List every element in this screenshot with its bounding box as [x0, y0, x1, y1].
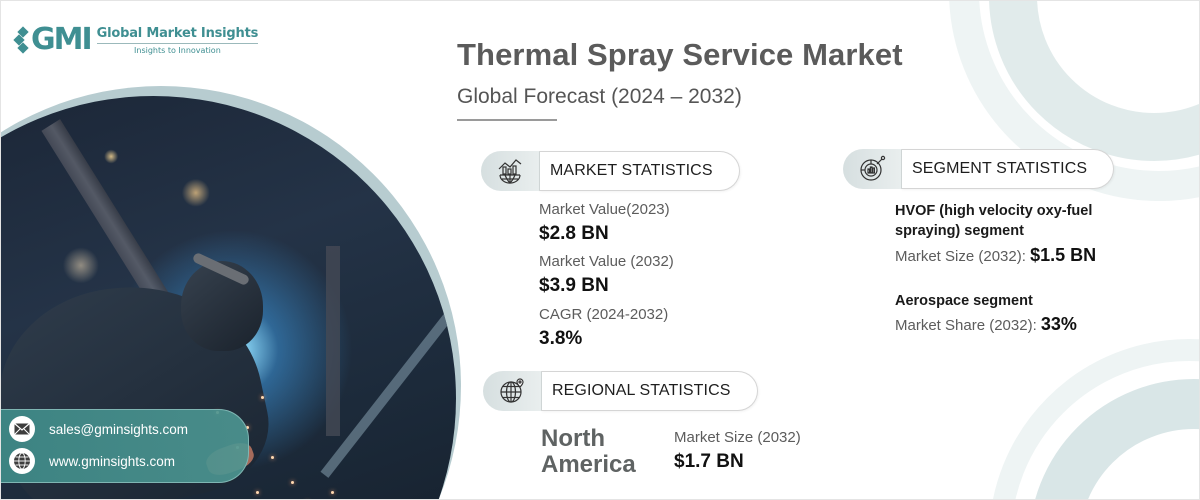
logo-diamond-icon [13, 26, 29, 54]
gmi-logo: GMI Global Market Insights Insights to I… [13, 22, 258, 57]
market-value-2032-label: Market Value (2032) [539, 253, 674, 270]
hvof-market-size: Market Size (2032): $1.5 BN [895, 245, 1096, 266]
brand-tagline: Insights to Innovation [134, 45, 221, 55]
region-name-line2: America [541, 451, 636, 478]
contact-box: sales@gminsights.com www.gminsights.com [1, 409, 249, 483]
hvof-market-size-value: $1.5 BN [1030, 245, 1097, 265]
region-name-line1: North [541, 425, 605, 452]
globe-pin-icon [500, 378, 524, 403]
contact-website[interactable]: www.gminsights.com [9, 448, 175, 474]
cagr-value: 3.8% [539, 328, 583, 349]
logo-mark: GMI [31, 22, 93, 57]
hvof-segment-title: HVOF (high velocity oxy-fuel spraying) s… [895, 203, 1093, 239]
hvof-market-size-label: Market Size (2032): [895, 248, 1031, 265]
regional-statistics-header: REGIONAL STATISTICS [483, 371, 758, 411]
market-statistics-header: MARKET STATISTICS [481, 151, 740, 191]
aerospace-market-share-value: 33% [1040, 314, 1077, 334]
pie-chart-target-icon [860, 155, 886, 181]
segment-statistics-header: SEGMENT STATISTICS [843, 149, 1115, 189]
aerospace-market-share: Market Share (2032): 33% [895, 314, 1077, 335]
aerospace-segment-title: Aerospace segment [895, 293, 1033, 309]
regional-market-size-value: $1.7 BN [674, 451, 744, 472]
market-value-2023-label: Market Value(2023) [539, 201, 670, 218]
region-name: North America [541, 426, 636, 478]
segment-statistics-heading: SEGMENT STATISTICS [901, 149, 1115, 189]
market-statistics-heading: MARKET STATISTICS [539, 151, 740, 191]
envelope-icon [14, 423, 30, 435]
market-value-2032-value: $3.9 BN [539, 275, 609, 296]
regional-market-size-label: Market Size (2032) [674, 429, 801, 446]
title-divider [457, 119, 557, 121]
cagr-label: CAGR (2024-2032) [539, 306, 669, 323]
contact-website-text[interactable]: www.gminsights.com [49, 453, 176, 469]
aerospace-market-share-label: Market Share (2032): [895, 317, 1041, 334]
regional-statistics-heading: REGIONAL STATISTICS [541, 371, 758, 411]
market-value-2023-value: $2.8 BN [539, 223, 609, 244]
contact-email-text[interactable]: sales@gminsights.com [49, 421, 189, 437]
brand-name: Global Market Insights [96, 26, 258, 44]
page-title: Thermal Spray Service Market [457, 37, 903, 72]
chart-globe-icon [498, 159, 522, 184]
globe-icon [14, 452, 30, 470]
page-subtitle: Global Forecast (2024 – 2032) [457, 85, 742, 108]
contact-email[interactable]: sales@gminsights.com [9, 416, 188, 442]
